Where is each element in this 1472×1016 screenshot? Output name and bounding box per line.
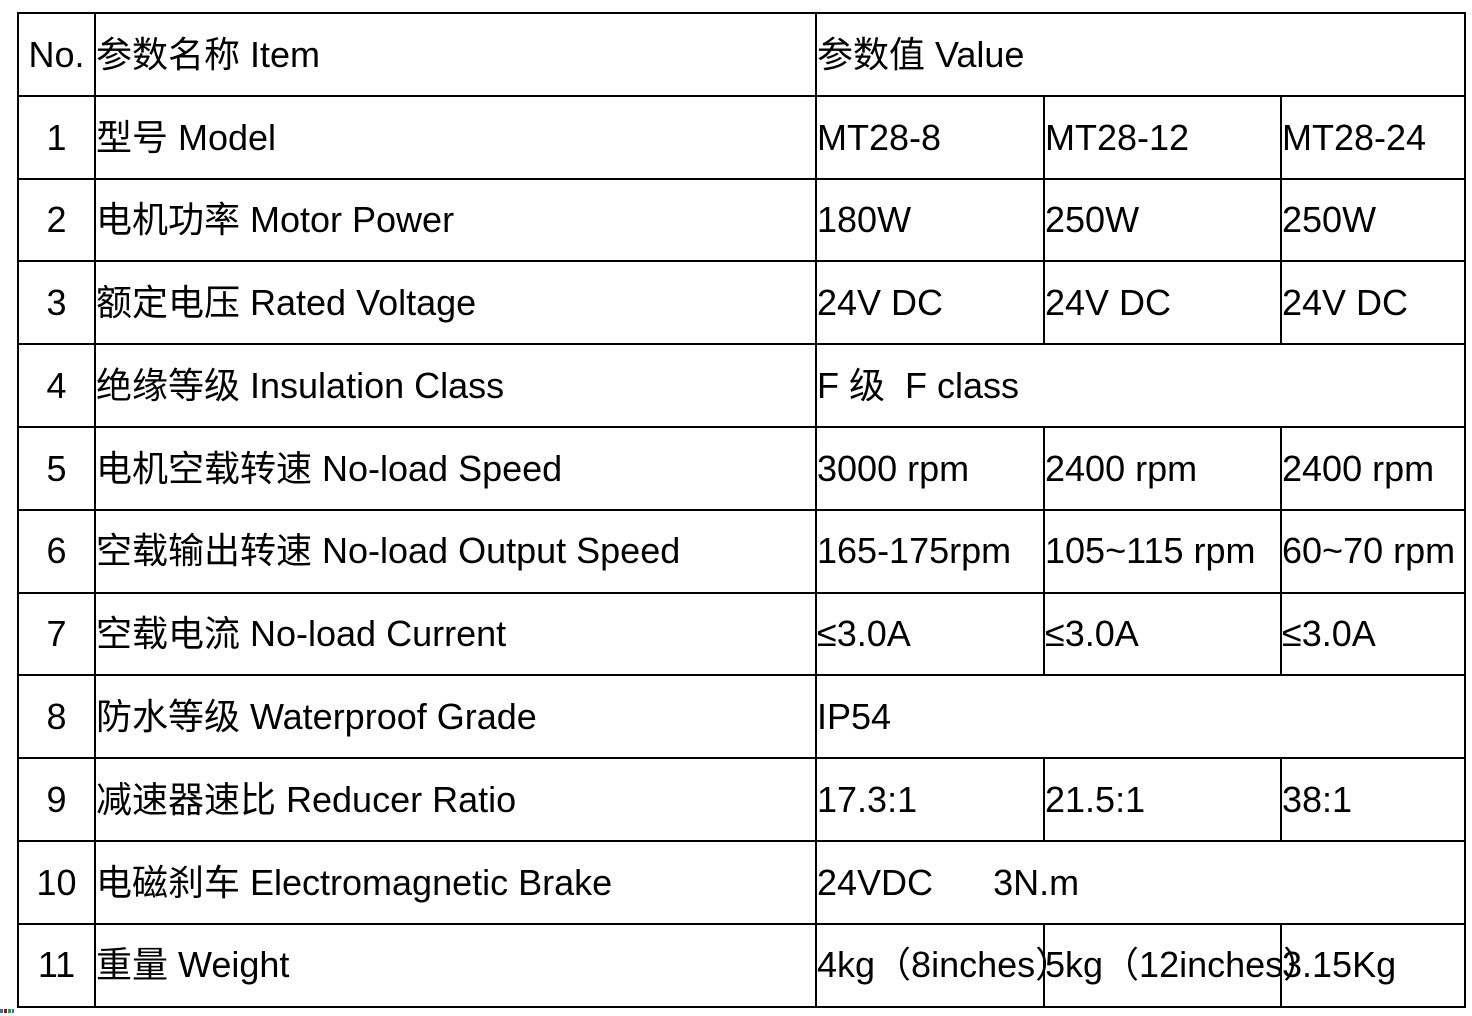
value-cell: 24V DC — [1279, 260, 1467, 346]
row-no-cell: 4 — [17, 343, 96, 428]
item-cell: 防水等级 Waterproof Grade — [94, 674, 817, 760]
value-cell: 165-175rpm — [815, 508, 1045, 594]
value-cell: MT28-12 — [1043, 94, 1282, 180]
row-no-cell: 3 — [17, 260, 96, 346]
table-row: 6 空载输出转速 No-load Output Speed 165-175rpm 10… — [17, 508, 1467, 594]
table-row: 10 电磁刹车 Electromagnetic Brake 24VDC 3N.m — [17, 839, 1467, 925]
corner-artifact — [0, 1009, 14, 1013]
value-cell: 250W — [1279, 177, 1467, 263]
row-no-cell: 5 — [17, 425, 96, 511]
value-cell: ≤3.0A — [1279, 591, 1467, 677]
row-no-cell: 11 — [17, 922, 96, 1008]
item-cell: 型号 Model — [94, 94, 817, 180]
value-cell: 4kg（8inches） — [815, 922, 1071, 1008]
table-row: 11 重量 Weight 4kg（8inches） 5kg（12inches） 3.15… — [17, 922, 1467, 1008]
value-cell: 60~70 rpm — [1279, 508, 1467, 594]
table-row: 3 额定电压 Rated Voltage 24V DC 24V DC 24V DC — [17, 260, 1467, 346]
row-no-cell: 8 — [17, 674, 96, 760]
value-cell: 5kg（12inches） — [1043, 922, 1319, 1008]
table-row: 2 电机功率 Motor Power 180W 250W 250W — [17, 177, 1467, 263]
value-cell: MT28-8 — [815, 94, 1045, 180]
header-value: 参数值 Value — [814, 12, 1467, 97]
table-row: 1 型号 Model MT28-8 MT28-12 MT28-24 — [17, 94, 1467, 180]
value-cell: ≤3.0A — [1043, 591, 1282, 677]
item-cell: 减速器速比 Reducer Ratio — [94, 757, 817, 842]
table-row: 4 绝缘等级 Insulation Class F 级 F class — [17, 343, 1467, 428]
item-cell: 电机功率 Motor Power — [94, 177, 817, 263]
value-cell: 250W — [1043, 177, 1282, 263]
item-cell: 重量 Weight — [94, 922, 817, 1008]
header-no: No. — [17, 12, 96, 97]
item-cell: 电磁刹车 Electromagnetic Brake — [94, 839, 817, 925]
value-cell: 3.15Kg — [1279, 922, 1467, 1008]
spec-table: No. 参数名称 Item 参数值 Value 1 型号 Model MT28-8 M… — [17, 12, 1467, 1008]
item-cell: 绝缘等级 Insulation Class — [94, 343, 817, 428]
value-cell: 21.5:1 — [1043, 757, 1282, 842]
header-item: 参数名称 Item — [94, 12, 817, 97]
item-cell: 空载电流 No-load Current — [94, 591, 817, 677]
value-cell: 38:1 — [1279, 757, 1467, 842]
item-cell: 额定电压 Rated Voltage — [94, 260, 817, 346]
value-cell: 2400 rpm — [1043, 425, 1282, 511]
value-cell-merged: F 级 F class — [814, 343, 1467, 428]
row-no-cell: 2 — [17, 177, 96, 263]
value-cell: 24V DC — [815, 260, 1045, 346]
spec-table-rows: 1 型号 Model MT28-8 MT28-12 MT28-24 2 电机功率 Motor… — [17, 94, 1467, 1008]
value-cell: 17.3:1 — [815, 757, 1045, 842]
value-cell-merged: IP54 — [814, 674, 1467, 760]
item-cell: 空载输出转速 No-load Output Speed — [94, 508, 817, 594]
value-cell: 24V DC — [1043, 260, 1282, 346]
table-row: 7 空载电流 No-load Current ≤3.0A ≤3.0A ≤3.0A — [17, 591, 1467, 677]
value-cell: ≤3.0A — [815, 591, 1045, 677]
value-cell-merged: 24VDC 3N.m — [814, 839, 1467, 925]
row-no-cell: 7 — [17, 591, 96, 677]
value-cell: 2400 rpm — [1279, 425, 1467, 511]
row-no-cell: 1 — [17, 94, 96, 180]
table-row: 8 防水等级 Waterproof Grade IP54 — [17, 674, 1467, 760]
value-cell: MT28-24 — [1279, 94, 1467, 180]
item-cell: 电机空载转速 No-load Speed — [94, 425, 817, 511]
value-cell: 105~115 rpm — [1043, 508, 1282, 594]
value-cell: 180W — [815, 177, 1045, 263]
row-no-cell: 6 — [17, 508, 96, 594]
value-cell: 3000 rpm — [815, 425, 1045, 511]
row-no-cell: 10 — [17, 839, 96, 925]
table-row: 9 减速器速比 Reducer Ratio 17.3:1 21.5:1 38:1 — [17, 757, 1467, 842]
header-row: No. 参数名称 Item 参数值 Value — [17, 12, 1467, 97]
table-row: 5 电机空载转速 No-load Speed 3000 rpm 2400 rpm 240… — [17, 425, 1467, 511]
row-no-cell: 9 — [17, 757, 96, 842]
